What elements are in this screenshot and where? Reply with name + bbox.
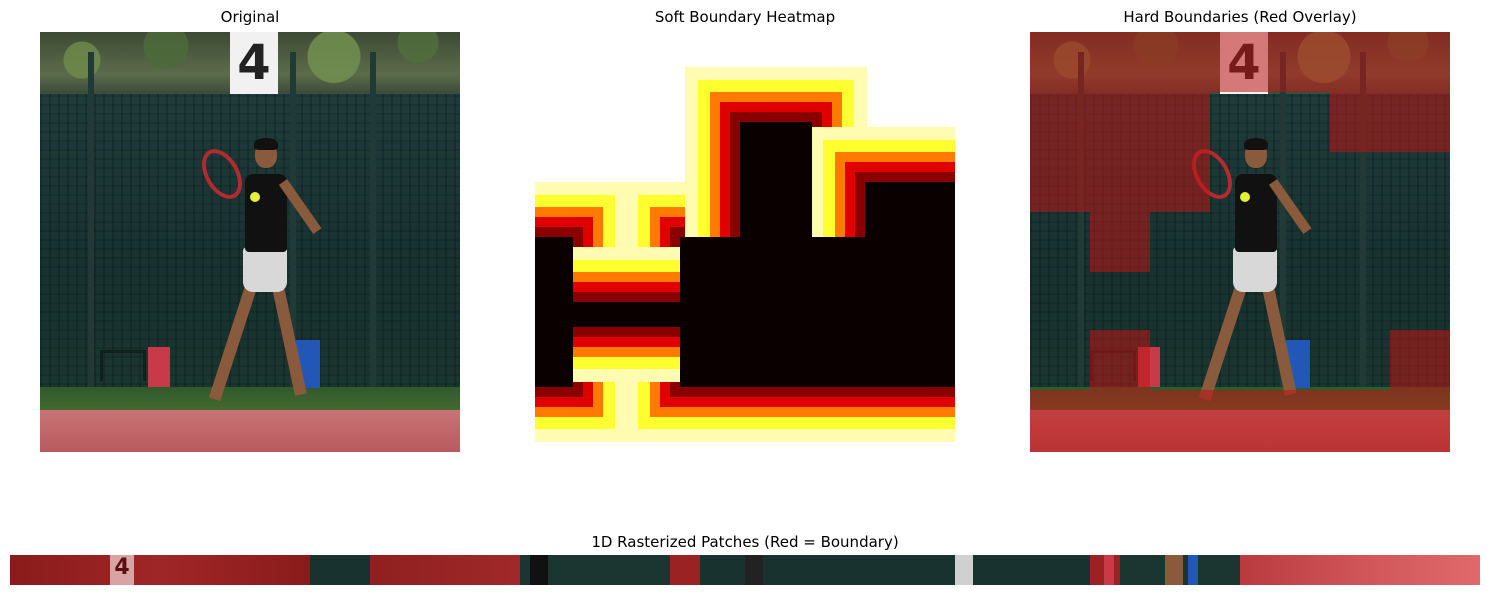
fence-post xyxy=(370,52,376,412)
boundary-cell xyxy=(1330,92,1450,152)
overlay-image: 4 xyxy=(1030,32,1450,452)
heat-core xyxy=(740,122,812,242)
original-title: Original xyxy=(220,8,280,26)
player-fragment xyxy=(745,555,763,585)
strip-sign: 4 xyxy=(110,555,134,585)
fence-post xyxy=(1360,52,1366,412)
boundary-cell xyxy=(1090,212,1150,272)
strip-segment xyxy=(10,555,310,585)
fence-post xyxy=(1078,52,1084,412)
strip-title: 1D Rasterized Patches (Red = Boundary) xyxy=(591,533,899,551)
tennis-ball xyxy=(1240,192,1250,202)
player-hair xyxy=(1244,138,1268,150)
heatmap-title: Soft Boundary Heatmap xyxy=(654,8,836,26)
player-fragment xyxy=(955,555,973,585)
overlay-title: Hard Boundaries (Red Overlay) xyxy=(1123,8,1357,26)
boundary-cell xyxy=(1030,32,1450,92)
boundary-cell xyxy=(1390,330,1450,390)
fence-post xyxy=(88,52,94,412)
original-image: 4 xyxy=(40,32,460,452)
strip-segment xyxy=(670,555,700,585)
player-fragment xyxy=(1165,555,1183,585)
court-number-sign: 4 xyxy=(230,32,278,94)
heat-core xyxy=(535,302,955,327)
player-shorts xyxy=(1233,247,1277,292)
blue-bin-fragment xyxy=(1188,555,1198,585)
fence-post xyxy=(290,52,296,412)
player-hair xyxy=(254,138,278,150)
player-fragment xyxy=(530,555,548,585)
fence-post xyxy=(1280,52,1286,412)
tennis-photo: 4 xyxy=(40,32,460,452)
boundary-cell xyxy=(1030,92,1210,212)
red-bin xyxy=(148,347,170,387)
red-bin-fragment xyxy=(1104,555,1114,585)
soft-boundary-heatmap xyxy=(535,32,955,452)
boundary-cell xyxy=(1090,330,1150,390)
court-surface xyxy=(40,410,460,452)
rasterized-patch-strip: 4 xyxy=(10,555,1480,585)
strip-segment xyxy=(370,555,520,585)
boundary-cell xyxy=(1030,390,1450,452)
strip-segment xyxy=(700,555,1090,585)
strip-segment xyxy=(1240,555,1480,585)
bench xyxy=(100,350,146,381)
tennis-ball xyxy=(250,192,260,202)
strip-segment xyxy=(310,555,370,585)
heat-core xyxy=(865,182,955,242)
player-shorts xyxy=(243,247,287,292)
